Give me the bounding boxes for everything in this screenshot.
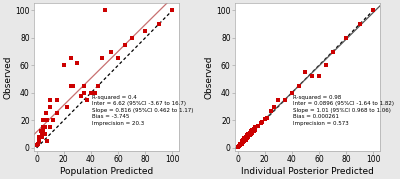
Point <box>248 133 254 136</box>
Point <box>246 134 253 137</box>
Point <box>257 122 264 125</box>
Point <box>370 9 376 12</box>
Point <box>238 139 245 142</box>
Point <box>60 64 67 67</box>
Point <box>43 112 49 115</box>
Point <box>248 130 254 133</box>
Point <box>47 98 54 101</box>
Point <box>237 144 244 147</box>
Point <box>156 23 162 26</box>
Point <box>70 84 76 87</box>
Point <box>242 135 249 138</box>
Point <box>242 138 249 141</box>
Point <box>35 142 41 145</box>
Point <box>240 138 246 141</box>
Point <box>122 43 128 46</box>
Point <box>343 36 349 39</box>
Point <box>36 139 42 142</box>
Point <box>271 105 277 108</box>
Point <box>329 50 336 53</box>
Point <box>44 139 51 142</box>
Point <box>63 105 70 108</box>
Point <box>241 137 248 140</box>
Point <box>264 116 270 119</box>
Point <box>101 9 108 12</box>
Point <box>244 134 250 137</box>
Point <box>282 98 288 101</box>
Y-axis label: Observed: Observed <box>204 55 213 99</box>
Point <box>241 139 248 142</box>
Point <box>40 130 47 133</box>
Point <box>36 135 42 138</box>
Point <box>302 71 308 74</box>
Point <box>322 64 329 67</box>
Point <box>115 57 121 60</box>
Point <box>74 61 80 64</box>
Point <box>92 91 98 94</box>
Point <box>54 112 60 115</box>
Point <box>50 119 56 122</box>
Point <box>81 84 87 87</box>
Point <box>67 57 74 60</box>
Point <box>251 130 257 133</box>
Point <box>40 119 47 122</box>
Point <box>316 75 322 78</box>
Point <box>142 30 148 32</box>
Point <box>54 98 60 101</box>
Text: R-squared = 0.4
Inter = 6.62 (95%CI -3.67 to 16.7)
Slope = 0.816 (95%CI 0.462 to: R-squared = 0.4 Inter = 6.62 (95%CI -3.6… <box>92 95 194 126</box>
Point <box>39 133 45 136</box>
Point <box>88 91 94 94</box>
Point <box>249 129 256 131</box>
Point <box>246 131 253 134</box>
Point <box>296 84 302 87</box>
X-axis label: Population Predicted: Population Predicted <box>60 166 153 176</box>
Point <box>262 118 268 120</box>
Point <box>259 120 265 123</box>
Point <box>236 145 242 148</box>
Point <box>240 141 246 144</box>
Point <box>67 84 74 87</box>
Point <box>169 9 176 12</box>
Point <box>108 50 114 53</box>
Point <box>47 105 54 108</box>
Point <box>38 130 44 133</box>
Point <box>94 84 101 87</box>
Point <box>252 126 258 129</box>
Point <box>255 124 261 127</box>
Point <box>42 133 48 136</box>
Point <box>84 98 90 101</box>
Point <box>249 131 256 134</box>
Point <box>81 91 87 94</box>
Point <box>289 91 295 94</box>
Point <box>268 109 275 112</box>
Point <box>47 126 54 129</box>
Point <box>235 146 241 149</box>
Point <box>128 36 135 39</box>
Point <box>309 75 315 78</box>
Point <box>39 135 45 138</box>
Point <box>244 137 250 140</box>
Point <box>40 126 47 129</box>
Point <box>34 144 40 147</box>
Point <box>78 94 85 97</box>
Point <box>275 98 282 101</box>
Point <box>251 127 257 130</box>
Point <box>356 23 363 26</box>
Point <box>42 126 48 129</box>
Point <box>38 135 44 138</box>
Point <box>245 135 252 138</box>
Y-axis label: Observed: Observed <box>4 55 12 99</box>
Text: R-squared = 0.98
Inter = 0.0896 (95%CI -1.64 to 1.82)
Slope = 1.01 (95%CI 0.968 : R-squared = 0.98 Inter = 0.0896 (95%CI -… <box>293 95 394 126</box>
Point <box>245 133 252 136</box>
X-axis label: Individual Posterior Predicted: Individual Posterior Predicted <box>241 166 374 176</box>
Point <box>44 119 51 122</box>
Point <box>238 142 245 145</box>
Point <box>237 142 244 145</box>
Point <box>99 57 105 60</box>
Point <box>252 129 258 131</box>
